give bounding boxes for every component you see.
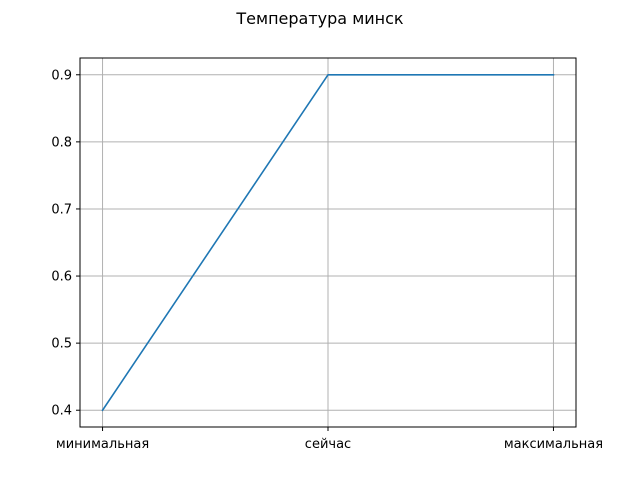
x-tick-label: минимальная — [56, 437, 149, 452]
y-tick-label: 0.5 — [51, 337, 72, 352]
y-tick-label: 0.4 — [51, 404, 72, 419]
chart-title: Температура минск — [235, 9, 404, 28]
series-layer — [101, 73, 555, 412]
series-line — [101, 73, 555, 412]
y-tick-label: 0.8 — [51, 135, 72, 150]
x-tick-label: максимальная — [504, 437, 603, 452]
y-tick-label: 0.9 — [51, 68, 72, 83]
axis-layer: 0.4 0.5 0.6 0.7 0.8 0.9 минимальная сейчас макси… — [51, 68, 603, 452]
x-tick-label: сейчас — [305, 437, 351, 452]
y-tick-label: 0.6 — [51, 270, 72, 285]
y-tick-label: 0.7 — [51, 202, 72, 217]
grid-layer — [80, 58, 576, 427]
